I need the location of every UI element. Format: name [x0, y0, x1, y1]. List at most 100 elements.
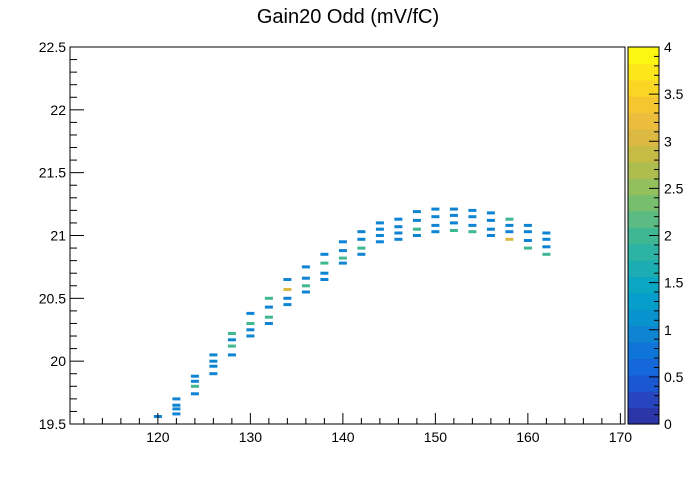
color-scale-band	[628, 210, 659, 228]
chart-title: Gain20 Odd (mV/fC)	[257, 6, 439, 28]
heatmap-bin	[190, 379, 199, 383]
heatmap-bin	[486, 211, 495, 215]
heatmap-bin	[431, 223, 440, 227]
heatmap-bin	[283, 296, 292, 300]
heatmap-bin	[394, 225, 403, 229]
y-axis: 19.5 20 20.5 21 21.5 22 22.5	[39, 39, 84, 432]
heatmap-bin	[486, 234, 495, 237]
color-scale-band	[628, 243, 659, 261]
heatmap-bin	[172, 407, 181, 411]
color-scale-band	[628, 309, 659, 327]
bins-layer	[153, 207, 551, 418]
color-scale-band	[628, 260, 659, 278]
heatmap-bin	[209, 364, 218, 368]
heatmap-bin	[523, 239, 532, 242]
heatmap-bin	[412, 227, 421, 231]
heatmap-bin	[338, 249, 347, 253]
heatmap-bin	[449, 221, 458, 225]
color-scale-band	[628, 79, 659, 97]
color-scale: 0 0.5 1 1.5 2 2.5 3 3.5 4	[627, 39, 684, 432]
color-scale-label: 4	[664, 39, 672, 55]
heatmap-bin	[190, 392, 199, 396]
heatmap-bin	[264, 296, 273, 300]
x-axis: 120 130 140 150 160 170	[83, 413, 632, 445]
color-scale-band	[628, 407, 659, 425]
color-scale-band	[628, 161, 659, 179]
color-scale-label: 0	[664, 416, 672, 432]
x-tick-label: 130	[239, 429, 263, 445]
y-tick-label: 22.5	[39, 39, 66, 55]
heatmap-bin	[412, 210, 421, 214]
color-scale-band	[628, 96, 659, 114]
heatmap-bin	[431, 207, 440, 211]
heatmap-bin	[505, 217, 514, 221]
color-scale-label: 0.5	[664, 369, 684, 385]
color-scale-band	[628, 178, 659, 196]
heatmap-bin	[394, 231, 403, 235]
heatmap-bin	[246, 311, 255, 315]
heatmap-bin	[412, 218, 421, 222]
heatmap-bin	[542, 237, 551, 241]
heatmap-bin	[264, 322, 273, 325]
y-tick-label: 22	[50, 102, 66, 118]
color-scale-label: 1	[664, 322, 672, 338]
heatmap-bin	[190, 374, 199, 378]
heatmap-bin	[449, 229, 458, 232]
heatmap-bin	[227, 338, 236, 342]
color-scale-label: 3.5	[664, 86, 684, 102]
y-tick-label: 21	[50, 228, 66, 244]
color-scale-band	[628, 112, 659, 130]
heatmap-bin	[468, 223, 477, 227]
heatmap-bin	[209, 372, 218, 376]
color-scale-band	[628, 145, 659, 163]
y-tick-label: 20	[50, 353, 66, 369]
color-scale-band	[628, 374, 659, 392]
heatmap-bin	[523, 246, 532, 250]
heatmap-bin	[486, 227, 495, 231]
heatmap-bin	[301, 276, 310, 280]
heatmap-bin	[431, 215, 440, 219]
heatmap-bin	[264, 305, 273, 309]
color-scale-label: 2.5	[664, 180, 684, 196]
color-scale-band	[628, 276, 659, 294]
heatmap-bin	[375, 240, 384, 244]
heatmap-bin	[468, 215, 477, 219]
heatmap-bin	[320, 278, 329, 281]
heatmap-bin	[301, 284, 310, 288]
heatmap-bin	[338, 261, 347, 265]
heatmap-bin	[338, 240, 347, 244]
color-scale-band	[628, 227, 659, 245]
color-scale-band	[628, 391, 659, 409]
heatmap-bin	[190, 384, 199, 388]
heatmap-bin	[209, 359, 218, 363]
color-scale-label: 3	[664, 133, 672, 149]
color-scale-band	[628, 194, 659, 212]
heatmap-bin	[505, 223, 514, 227]
heatmap-bin	[357, 246, 366, 250]
heatmap-bin	[505, 237, 514, 241]
color-scale-label: 2	[664, 228, 672, 244]
heatmap-bin	[301, 290, 310, 294]
color-scale-label: 1.5	[664, 275, 684, 291]
heatmap-bin	[283, 278, 292, 281]
heatmap-bin	[375, 227, 384, 231]
x-tick-label: 120	[146, 429, 170, 445]
heatmap-bin	[320, 261, 329, 265]
color-scale-band	[628, 292, 659, 310]
x-tick-label: 140	[331, 429, 355, 445]
heatmap-bin	[172, 403, 181, 407]
heatmap-bin	[542, 231, 551, 235]
heatmap-bin	[320, 271, 329, 275]
heatmap-bin	[468, 230, 477, 234]
heatmap-bin	[283, 303, 292, 307]
x-tick-label: 150	[424, 429, 448, 445]
y-tick-label: 19.5	[39, 416, 66, 432]
y-tick-label: 20.5	[39, 290, 66, 306]
heatmap-bin	[486, 218, 495, 222]
heatmap-bin	[301, 265, 310, 269]
heatmap-bin	[357, 237, 366, 241]
heatmap-bin	[357, 230, 366, 234]
color-scale-band	[628, 47, 659, 64]
color-scale-band	[628, 358, 659, 376]
